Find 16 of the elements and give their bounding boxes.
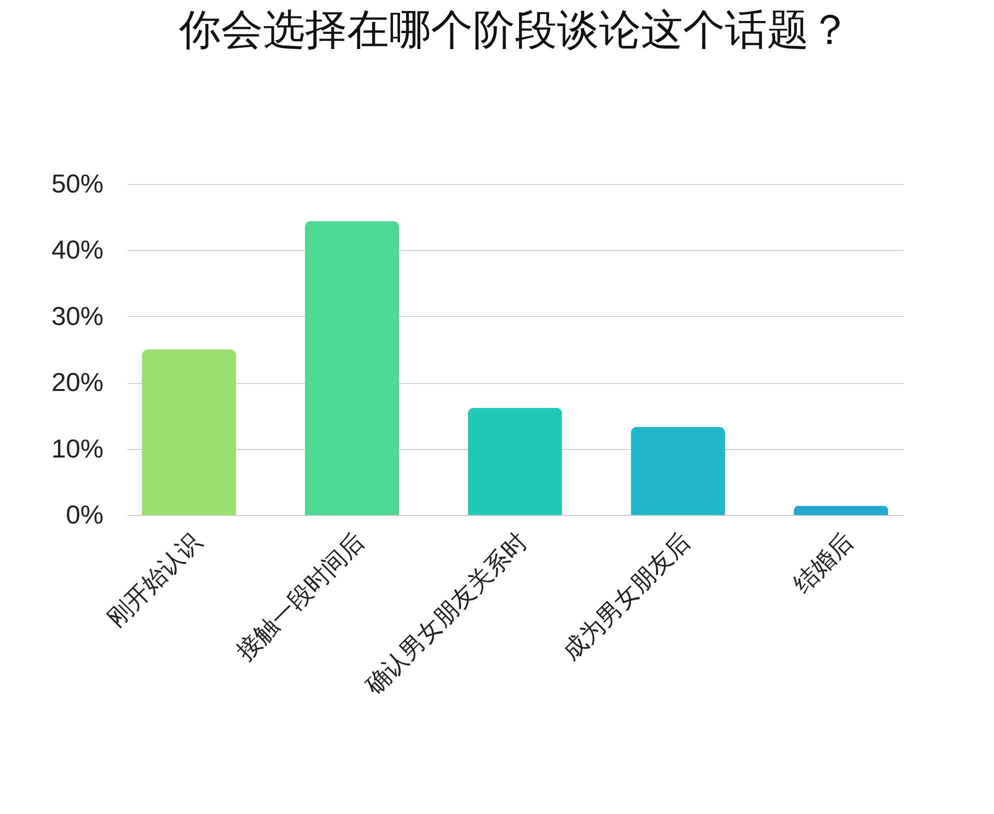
y-tick-label: 40% [51, 234, 104, 265]
bar [630, 426, 726, 515]
bar [142, 350, 236, 515]
bar [794, 506, 888, 515]
x-tick-label: 成为男女朋友后 [557, 527, 696, 666]
x-tick-label: 刚开始认识 [102, 527, 207, 632]
bar [304, 221, 400, 515]
chart-title: 你会选择在哪个阶段谈论这个话题？ [178, 5, 851, 54]
bar [468, 408, 562, 515]
y-tick-label: 30% [51, 300, 104, 331]
y-tick-label: 0% [66, 500, 104, 530]
x-tick-label: 结婚后 [788, 527, 859, 598]
x-tick-label: 接触一段时间后 [231, 527, 370, 666]
y-tick-label: 50% [51, 168, 104, 198]
y-tick-label: 20% [51, 367, 104, 398]
y-tick-label: 10% [51, 433, 104, 464]
